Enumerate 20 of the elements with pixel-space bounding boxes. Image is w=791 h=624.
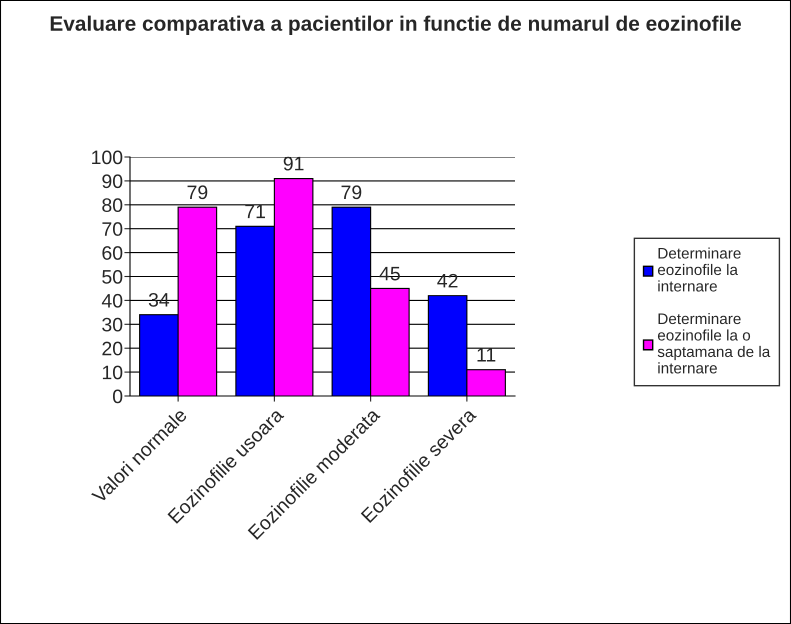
y-tick-label: 80 (102, 198, 122, 212)
y-tick-label: 0 (113, 389, 122, 404)
data-label: 71 (245, 204, 265, 218)
y-tick-label: 30 (102, 318, 122, 332)
y-tick-label: 90 (102, 174, 122, 188)
y-tick-label: 40 (102, 294, 122, 308)
y-tick-label: 10 (102, 366, 122, 380)
y-tick-label: 70 (102, 222, 122, 236)
data-label: 79 (342, 185, 362, 200)
legend-label: Determinare eozinofile la internare (658, 247, 741, 292)
y-tick-label: 50 (102, 270, 122, 284)
data-label: 79 (188, 185, 208, 200)
legend-label: Determinare eozinofile la o saptamana de la internare (658, 312, 770, 374)
data-label: 91 (284, 156, 304, 170)
data-label: 11 (478, 348, 496, 362)
y-tick-label: 20 (102, 342, 122, 356)
y-tick-label: 60 (102, 246, 122, 260)
chart-title: Evaluare comparativa a pacientilor in functie de numarul de eozinofile (50, 16, 741, 36)
data-label: 42 (437, 274, 458, 288)
y-tick-label: 100 (92, 150, 122, 164)
